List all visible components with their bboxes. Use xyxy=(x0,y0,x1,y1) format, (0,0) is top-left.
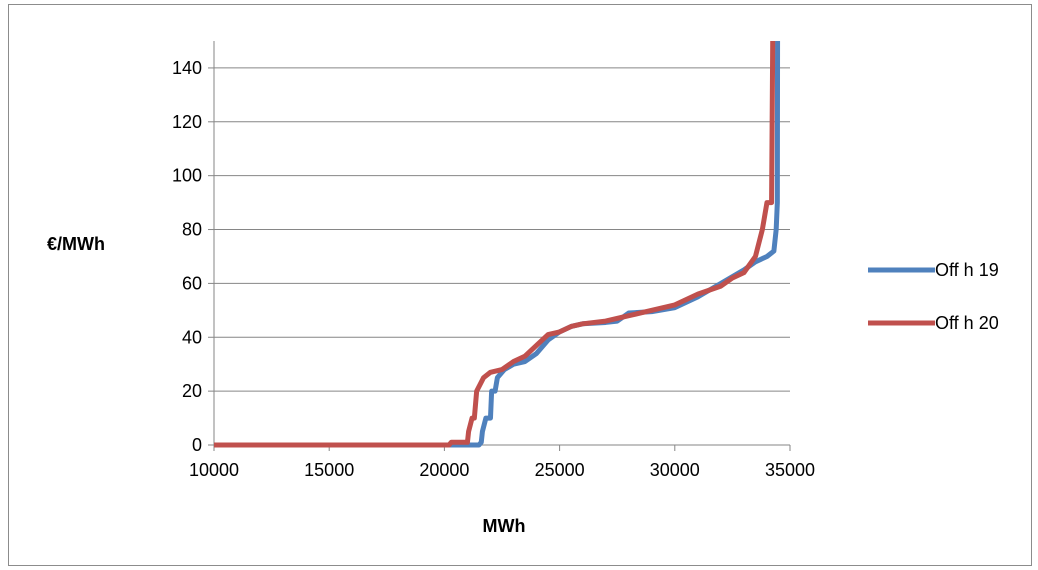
x-tick-label: 35000 xyxy=(765,460,815,480)
legend: Off h 19 Off h 20 xyxy=(868,260,999,333)
x-tick-label: 20000 xyxy=(419,460,469,480)
y-tick-label: 60 xyxy=(182,273,202,293)
y-tick-label: 0 xyxy=(192,435,202,455)
y-tick-label: 100 xyxy=(172,166,202,186)
y-tick-label: 120 xyxy=(172,112,202,132)
series-line-2 xyxy=(214,40,776,448)
legend-label-1: Off h 19 xyxy=(935,260,999,280)
y-tick-label: 80 xyxy=(182,220,202,240)
legend-label-2: Off h 20 xyxy=(935,313,999,333)
x-tick-label: 25000 xyxy=(535,460,585,480)
x-tick-label: 10000 xyxy=(189,460,239,480)
y-tick-label: 140 xyxy=(172,58,202,78)
y-tick-label: 20 xyxy=(182,381,202,401)
x-axis-title: MWh xyxy=(483,516,526,536)
gridlines xyxy=(214,67,790,392)
x-tick-label: 15000 xyxy=(304,460,354,480)
series-lines xyxy=(214,40,781,448)
y-tick-label: 40 xyxy=(182,327,202,347)
y-axis-title: €/MWh xyxy=(47,234,105,254)
axes xyxy=(208,41,791,451)
tick-labels: 0 20 40 60 80 100 120 140 10000 15000 20000 25000 30… xyxy=(172,58,815,480)
series-line-1 xyxy=(214,40,781,448)
chart-frame: 0 20 40 60 80 100 120 140 10000 15000 20000 25000 30… xyxy=(8,4,1032,566)
x-tick-label: 30000 xyxy=(650,460,700,480)
line-chart: 0 20 40 60 80 100 120 140 10000 15000 20000 25000 30… xyxy=(47,40,999,536)
